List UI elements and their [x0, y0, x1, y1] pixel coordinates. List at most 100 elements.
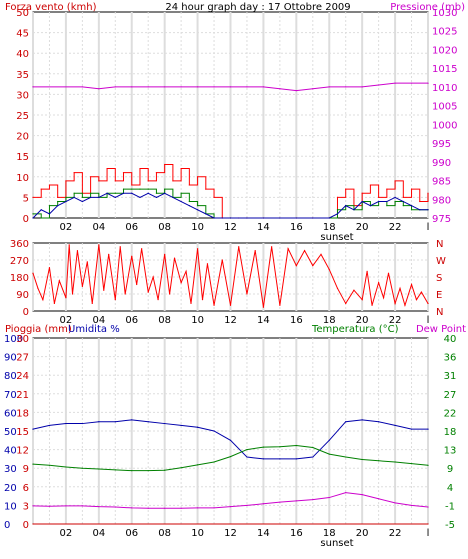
- temperature-tick-label: -5: [445, 520, 455, 531]
- wind-direction-line-point: [48, 266, 51, 269]
- wind-speed-line-point: [57, 205, 59, 207]
- wind-speed-line-point: [295, 217, 297, 219]
- temperature-line-point: [312, 446, 314, 449]
- wind-direction-line-point: [378, 282, 380, 284]
- direction-x-tick-label: 14: [257, 315, 270, 326]
- humidity-line-point: [48, 424, 51, 427]
- humidity-line-point: [32, 428, 34, 430]
- wind-speed-line-point: [378, 200, 380, 203]
- wind-direction-line-point: [387, 272, 390, 274]
- wind-direction-line-point: [196, 248, 199, 250]
- wind-mean-line-point: [155, 192, 158, 194]
- dewpoint-line-point: [65, 505, 67, 507]
- wind-mean-line-point: [394, 200, 396, 203]
- wind-gust-line-point: [188, 184, 190, 186]
- wind-x-tick-label: 10: [191, 222, 204, 233]
- wind-speed-line-point: [73, 196, 75, 198]
- temperature-tick-label: 4: [447, 483, 453, 494]
- temperature-tick-label: -1: [445, 501, 455, 512]
- rain-tick-label: 30: [16, 334, 29, 345]
- wind-direction-line-point: [420, 291, 423, 293]
- temperature-line-point: [246, 449, 248, 451]
- wind-x-tick-label: 08: [158, 222, 171, 233]
- dewpoint-line-point: [246, 504, 248, 506]
- wind-axis-label: Forza vento (kmh): [5, 2, 97, 13]
- wind-direction-line-point: [336, 287, 339, 289]
- pressure-line-point: [131, 86, 133, 88]
- humidity-tick-label: 90: [4, 353, 17, 364]
- wind-direction-line-point: [119, 246, 121, 248]
- wind-x-tick-label: 22: [389, 222, 402, 233]
- humidity-line-point: [114, 421, 116, 423]
- temperature-line-point: [164, 469, 166, 471]
- temperature-line-point: [114, 469, 116, 471]
- dewpoint-line-point: [394, 502, 396, 504]
- temperature-line-point: [361, 458, 363, 461]
- temp-x-tick-label: 10: [191, 528, 204, 539]
- pressure-line-point: [180, 86, 182, 88]
- wind-direction-line-point: [76, 249, 79, 252]
- wind-direction-line-point: [394, 302, 396, 305]
- wind-direction-line-point: [157, 299, 159, 301]
- rain-tick-label: 12: [16, 446, 29, 457]
- wind-direction-line-point: [320, 253, 322, 255]
- direction-x-tick-label: 02: [60, 315, 73, 326]
- temp-x-tick-label: 22: [389, 528, 402, 539]
- wind-gust-line-point: [402, 196, 404, 198]
- pressure-line-point: [32, 86, 34, 88]
- pressure-line-point: [229, 86, 232, 88]
- wind-gust-line-point: [98, 180, 100, 182]
- direction-x-tick-label: 20: [356, 315, 369, 326]
- humidity-tick-label: 100: [4, 334, 23, 345]
- wind-speed-line-point: [419, 209, 421, 211]
- rain-tick-label: 21: [16, 390, 29, 401]
- wind-gust-line-point: [386, 188, 388, 190]
- temperature-line-point: [262, 446, 265, 448]
- wind-direction-line-point: [254, 249, 256, 252]
- wind-speed-line-point: [361, 200, 363, 203]
- temperature-line-point: [196, 464, 199, 466]
- direction-x-tick-label: 18: [323, 315, 336, 326]
- pressure-line-point: [378, 84, 380, 86]
- wind-direction-line-point: [371, 304, 373, 306]
- wind-gust-line-point: [205, 188, 207, 190]
- dewpoint-line-point: [361, 494, 363, 496]
- temp-x-tick-label: 08: [158, 528, 171, 539]
- wind-gust-line-point: [419, 200, 421, 203]
- wind-direction-line-point: [229, 304, 232, 306]
- wind-mean-line-point: [410, 209, 413, 211]
- wind-gust-line-point: [40, 188, 42, 190]
- compass-tick-label: N: [436, 239, 443, 250]
- wind-gust-line-point: [139, 167, 141, 170]
- humidity-line-point: [196, 426, 199, 428]
- dewpoint-line-point: [229, 506, 232, 508]
- wind-left-tick-label: 20: [16, 132, 29, 143]
- wind-direction-line-point: [173, 257, 176, 259]
- direction-x-tick-label: l: [427, 315, 430, 326]
- direction-x-tick-label: 16: [290, 315, 303, 326]
- humidity-line-point: [345, 421, 347, 423]
- wind-speed-line-point: [147, 192, 149, 194]
- pressure-line-point: [295, 90, 297, 92]
- wind-mean-line-point: [65, 196, 67, 198]
- humidity-line-point: [213, 430, 215, 432]
- wind-direction-line-point: [152, 276, 154, 278]
- temperature-tick-label: 22: [444, 408, 457, 419]
- wind-gust-line-point: [106, 167, 108, 170]
- wind-x-tick-label: 20: [356, 222, 369, 233]
- direction-x-tick-label: 12: [224, 315, 237, 326]
- temperature-line-point: [65, 466, 67, 468]
- wind-direction-line-point: [410, 283, 413, 286]
- temperature-line-point: [378, 460, 380, 462]
- wind-direction-line-point: [71, 293, 74, 295]
- temperature-line-point: [328, 453, 330, 455]
- temp-sunset-label: sunset: [320, 538, 353, 549]
- dewpoint-line-point: [345, 491, 347, 494]
- wind-gust-line-point: [57, 196, 59, 198]
- wind-direction-line-point: [328, 268, 330, 271]
- rain-tick-label: 24: [16, 371, 29, 382]
- wind-speed-line-point: [410, 205, 413, 207]
- direction-x-tick-label: 10: [191, 315, 204, 326]
- wind-gust-line-point: [427, 192, 429, 194]
